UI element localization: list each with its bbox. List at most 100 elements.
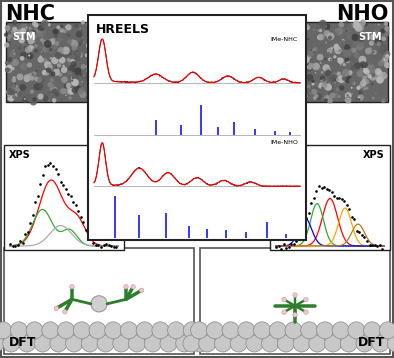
Circle shape (302, 56, 310, 64)
Circle shape (359, 61, 366, 68)
Circle shape (25, 95, 32, 101)
Circle shape (98, 71, 104, 77)
Circle shape (284, 72, 291, 78)
Circle shape (80, 39, 83, 42)
Circle shape (71, 80, 73, 82)
Circle shape (38, 58, 39, 59)
Circle shape (363, 68, 370, 75)
Circle shape (301, 60, 304, 63)
Circle shape (318, 34, 324, 40)
Circle shape (26, 27, 28, 28)
Circle shape (65, 52, 66, 53)
Circle shape (314, 93, 322, 100)
Circle shape (378, 48, 382, 52)
Circle shape (58, 322, 74, 339)
Circle shape (379, 322, 394, 339)
Circle shape (113, 335, 130, 352)
Circle shape (376, 53, 383, 60)
Circle shape (338, 95, 341, 98)
Circle shape (26, 34, 32, 40)
Circle shape (57, 63, 61, 68)
Circle shape (65, 26, 66, 28)
Circle shape (139, 288, 144, 292)
Circle shape (363, 88, 366, 90)
Circle shape (302, 83, 305, 86)
Circle shape (93, 30, 97, 34)
Circle shape (42, 58, 48, 63)
Circle shape (97, 71, 100, 73)
Circle shape (317, 35, 323, 40)
Circle shape (48, 100, 50, 101)
Circle shape (19, 84, 22, 87)
Circle shape (28, 32, 29, 33)
Circle shape (61, 76, 68, 83)
Circle shape (89, 43, 96, 49)
Circle shape (103, 100, 105, 102)
Circle shape (284, 52, 288, 56)
Circle shape (206, 322, 223, 339)
Circle shape (344, 49, 351, 56)
Circle shape (269, 322, 286, 339)
Circle shape (34, 335, 51, 352)
Circle shape (356, 86, 361, 90)
Circle shape (365, 62, 368, 64)
Circle shape (281, 28, 287, 35)
Circle shape (291, 90, 297, 96)
Circle shape (41, 21, 48, 28)
Circle shape (20, 63, 28, 70)
Circle shape (374, 30, 377, 33)
Circle shape (357, 40, 364, 47)
Circle shape (347, 30, 348, 32)
Circle shape (312, 49, 315, 52)
Circle shape (348, 70, 353, 75)
Circle shape (54, 34, 58, 38)
Circle shape (108, 59, 111, 61)
Circle shape (286, 88, 292, 93)
Circle shape (81, 335, 98, 352)
Circle shape (77, 56, 79, 58)
Circle shape (361, 69, 367, 75)
Circle shape (385, 56, 389, 61)
Circle shape (372, 97, 375, 100)
Circle shape (283, 84, 290, 91)
Circle shape (366, 63, 368, 64)
Circle shape (297, 69, 305, 76)
Circle shape (308, 62, 314, 68)
Circle shape (65, 95, 66, 96)
Circle shape (7, 31, 8, 32)
Circle shape (106, 56, 113, 63)
Circle shape (381, 97, 387, 103)
Circle shape (46, 49, 52, 55)
Circle shape (321, 71, 323, 74)
Circle shape (109, 58, 112, 61)
Circle shape (144, 335, 161, 352)
Circle shape (50, 78, 54, 82)
Circle shape (124, 285, 128, 289)
Circle shape (346, 34, 351, 39)
Circle shape (92, 79, 97, 84)
Circle shape (379, 64, 380, 65)
Circle shape (323, 78, 326, 81)
Circle shape (354, 42, 355, 43)
Circle shape (91, 75, 97, 81)
Circle shape (384, 51, 390, 57)
Circle shape (309, 59, 313, 63)
Circle shape (57, 37, 63, 43)
Circle shape (12, 95, 16, 99)
Circle shape (60, 54, 67, 62)
Circle shape (32, 21, 37, 26)
Circle shape (301, 35, 303, 37)
Circle shape (22, 34, 23, 35)
Circle shape (6, 34, 11, 39)
Circle shape (262, 335, 279, 352)
Circle shape (70, 285, 74, 289)
Circle shape (354, 62, 361, 69)
Circle shape (14, 87, 20, 93)
Circle shape (345, 96, 352, 103)
Circle shape (341, 43, 343, 44)
Circle shape (100, 71, 102, 73)
Circle shape (345, 27, 351, 34)
Circle shape (375, 36, 379, 39)
Circle shape (296, 69, 298, 71)
Text: DFT: DFT (358, 336, 385, 349)
